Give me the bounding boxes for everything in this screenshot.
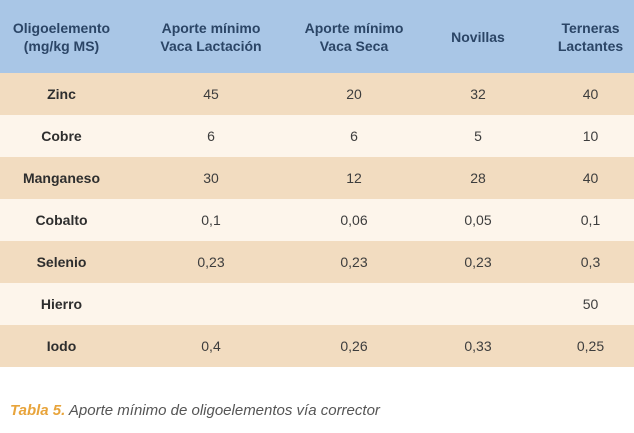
row-name: Hierro xyxy=(40,296,83,312)
row-name: Selenio xyxy=(36,254,87,270)
cell-terneras: 0,1 xyxy=(580,212,601,228)
cell-terneras: 0,3 xyxy=(580,254,601,270)
row-name: Manganeso xyxy=(22,170,100,186)
cell-terneras: 50 xyxy=(582,296,599,312)
table-row-hierro: Hierro 50 xyxy=(0,283,634,325)
oligoelementos-table: Oligoelemento (mg/kg MS) Aporte mínimo Vac… xyxy=(0,0,634,367)
caption-text: Aporte mínimo de oligoelementos vía corr… xyxy=(65,402,380,419)
table-row-cobre: Cobre 6 6 5 10 xyxy=(0,115,634,157)
row-name: Iodo xyxy=(46,338,77,354)
cell-novillas: 5 xyxy=(474,128,482,144)
cell-novillas: 0,33 xyxy=(464,338,492,354)
row-name: Zinc xyxy=(47,86,76,102)
cell-vaca-seca: 0,26 xyxy=(340,338,368,354)
cell-vaca-lactacion: 0,4 xyxy=(201,338,221,354)
cell-vaca-lactacion: 30 xyxy=(203,170,219,186)
cell-vaca-seca: 0,06 xyxy=(340,212,368,228)
header-oligoelemento: Oligoelemento (mg/kg MS) xyxy=(12,19,111,54)
header-vaca-lactacion: Aporte mínimo Vaca Lactación xyxy=(160,19,262,54)
cell-vaca-seca: 0,23 xyxy=(340,254,368,270)
cell-vaca-lactacion: 0,1 xyxy=(201,212,221,228)
cell-terneras: 0,25 xyxy=(576,338,605,354)
cell-vaca-lactacion: 0,23 xyxy=(197,254,225,270)
table-row-selenio: Selenio 0,23 0,23 0,23 0,3 xyxy=(0,241,634,283)
table-row-manganeso: Manganeso 30 12 28 40 xyxy=(0,157,634,199)
cell-vaca-lactacion: 6 xyxy=(207,128,215,144)
row-name: Cobre xyxy=(41,128,82,144)
cell-novillas: 32 xyxy=(470,86,486,102)
table-header: Oligoelemento (mg/kg MS) Aporte mínimo Vac… xyxy=(0,0,634,73)
header-vaca-seca: Aporte mínimo Vaca Seca xyxy=(304,19,404,54)
cell-novillas: 0,05 xyxy=(464,212,492,228)
caption-label: Tabla 5. xyxy=(10,402,66,419)
cell-terneras: 40 xyxy=(582,170,599,186)
cell-novillas: 28 xyxy=(470,170,486,186)
table-row-cobalto: Cobalto 0,1 0,06 0,05 0,1 xyxy=(0,199,634,241)
cell-vaca-seca: 6 xyxy=(350,128,358,144)
cell-novillas: 0,23 xyxy=(464,254,492,270)
cell-vaca-seca: 12 xyxy=(346,170,362,186)
cell-vaca-lactacion: 45 xyxy=(203,86,219,102)
cell-terneras: 10 xyxy=(582,128,599,144)
header-novillas: Novillas xyxy=(451,28,505,45)
table-caption: Tabla 5. Aporte mínimo de oligoelementos… xyxy=(10,402,380,419)
header-terneras-lactantes: Terneras Lactantes xyxy=(557,19,624,54)
table-row-zinc: Zinc 45 20 32 40 xyxy=(0,73,634,115)
cell-terneras: 40 xyxy=(582,86,599,102)
cell-vaca-seca: 20 xyxy=(346,86,362,102)
table-row-iodo: Iodo 0,4 0,26 0,33 0,25 xyxy=(0,325,634,367)
row-name: Cobalto xyxy=(35,212,88,228)
